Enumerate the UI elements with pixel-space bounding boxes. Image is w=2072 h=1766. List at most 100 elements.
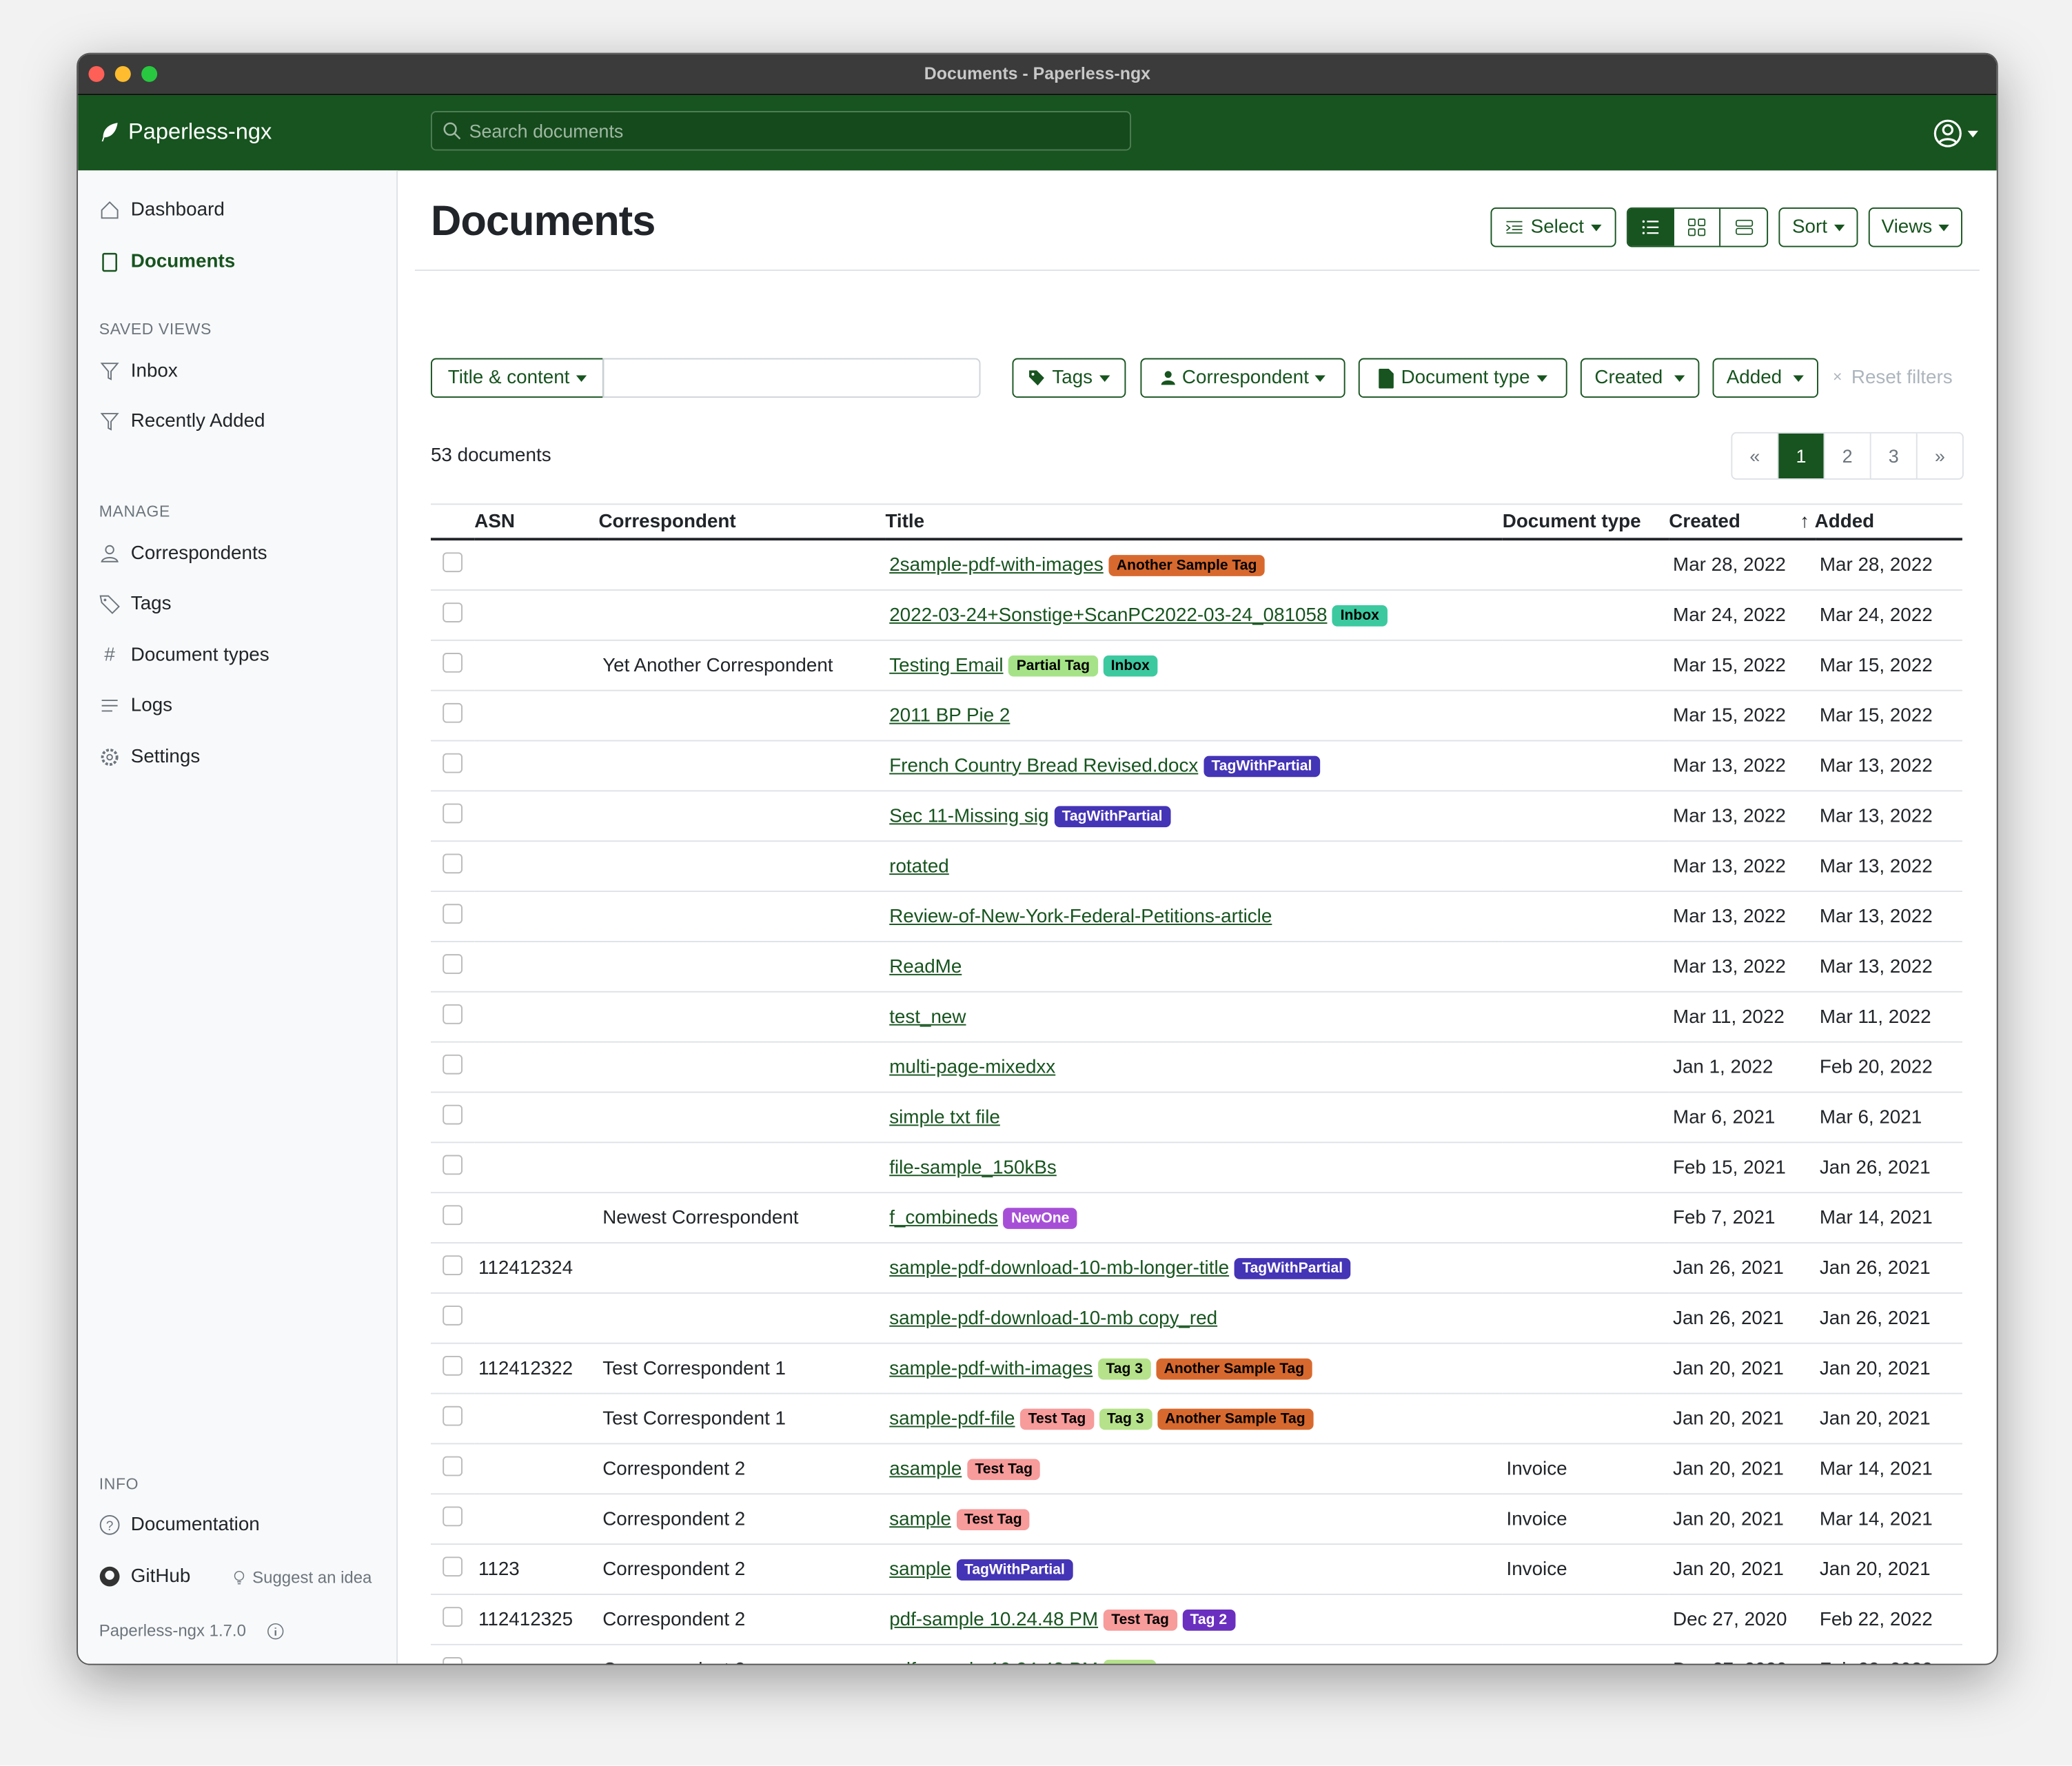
suggest-idea-link[interactable]: Suggest an idea bbox=[231, 1569, 372, 1587]
user-menu-button[interactable] bbox=[1933, 119, 1978, 148]
row-checkbox[interactable] bbox=[443, 653, 463, 673]
tag-badge[interactable]: TagWithPartial bbox=[1203, 755, 1320, 777]
sidebar-item-dashboard[interactable]: Dashboard bbox=[99, 199, 225, 221]
search-input[interactable]: Search documents bbox=[430, 111, 1132, 151]
table-row[interactable]: Yet Another Correspondent Testing Email Pa… bbox=[430, 640, 1962, 691]
table-row[interactable]: 112412325 Correspondent 2 pdf-sample 10.24… bbox=[430, 1594, 1962, 1645]
pagination-next[interactable]: » bbox=[1916, 433, 1962, 478]
table-row[interactable]: 112412322 Test Correspondent 1 sample-pdf-… bbox=[430, 1343, 1962, 1394]
row-checkbox[interactable] bbox=[443, 1506, 463, 1527]
header-document-type[interactable]: Document type bbox=[1502, 503, 1669, 541]
document-title-link[interactable]: f_combineds bbox=[889, 1207, 998, 1228]
table-row[interactable]: sample-pdf-download-10-mb copy_red Jan 26… bbox=[430, 1292, 1962, 1344]
header-correspondent[interactable]: Correspondent bbox=[598, 503, 886, 541]
document-title-link[interactable]: Review-of-New-York-Federal-Petitions-art… bbox=[889, 906, 1272, 927]
sidebar-item-documentation[interactable]: ? Documentation bbox=[99, 1514, 260, 1536]
row-checkbox[interactable] bbox=[443, 1456, 463, 1476]
correspondent-filter-dropdown[interactable]: Correspondent bbox=[1140, 358, 1345, 398]
tag-badge[interactable]: Inbox bbox=[1332, 605, 1388, 626]
tag-badge[interactable]: Another Sample Tag bbox=[1157, 1408, 1314, 1430]
tag-badge[interactable]: Test Tag bbox=[956, 1508, 1030, 1530]
row-checkbox[interactable] bbox=[443, 552, 463, 573]
document-title-link[interactable]: Testing Email bbox=[889, 654, 1004, 676]
document-title-link[interactable]: simple txt file bbox=[889, 1106, 1000, 1128]
table-row[interactable]: file-sample_150kBs Feb 15, 2021 Jan 26, 20… bbox=[430, 1142, 1962, 1194]
table-row[interactable]: simple txt file Mar 6, 2021 Mar 6, 2021 bbox=[430, 1092, 1962, 1144]
sidebar-item-documents[interactable]: Documents bbox=[99, 251, 235, 272]
info-circle-icon[interactable] bbox=[267, 1622, 285, 1639]
row-checkbox[interactable] bbox=[443, 1205, 463, 1226]
table-row[interactable]: rotated Mar 13, 2022 Mar 13, 2022 bbox=[430, 841, 1962, 893]
pagination-prev[interactable]: « bbox=[1749, 445, 1760, 467]
document-title-link[interactable]: sample-pdf-download-10-mb-longer-title bbox=[889, 1257, 1230, 1279]
tag-badge[interactable]: Partial Tag bbox=[1008, 654, 1098, 676]
tag-badge[interactable]: TagWithPartial bbox=[956, 1559, 1073, 1580]
document-title-link[interactable]: ReadMe bbox=[889, 956, 962, 977]
minimize-window-button[interactable] bbox=[114, 65, 131, 82]
table-row[interactable]: 1123 Correspondent 2 sample TagWithPartial I… bbox=[430, 1544, 1962, 1595]
close-window-button[interactable] bbox=[88, 65, 105, 82]
tag-badge[interactable]: TagWithPartial bbox=[1054, 805, 1170, 827]
document-title-link[interactable]: 2011 BP Pie 2 bbox=[889, 704, 1010, 727]
row-checkbox[interactable] bbox=[443, 1054, 463, 1075]
row-checkbox[interactable] bbox=[443, 1657, 463, 1664]
tags-filter-dropdown[interactable]: Tags bbox=[1012, 358, 1126, 398]
document-title-link[interactable]: sample bbox=[889, 1559, 951, 1580]
row-checkbox[interactable] bbox=[443, 1155, 463, 1175]
text-filter-input[interactable] bbox=[602, 358, 981, 398]
sidebar-item-logs[interactable]: Logs bbox=[99, 695, 172, 716]
row-checkbox[interactable] bbox=[443, 1255, 463, 1276]
document-type-filter-dropdown[interactable]: Document type bbox=[1358, 358, 1567, 398]
table-row[interactable]: Review-of-New-York-Federal-Petitions-art… bbox=[430, 891, 1962, 942]
tag-badge[interactable]: Inbox bbox=[1103, 654, 1158, 676]
table-row[interactable]: multi-page-mixedxx Jan 1, 2022 Feb 20, 202… bbox=[430, 1042, 1962, 1093]
table-row[interactable]: Test Correspondent 1 sample-pdf-file Test … bbox=[430, 1393, 1962, 1445]
document-title-link[interactable]: asample bbox=[889, 1458, 962, 1480]
table-row[interactable]: ReadMe Mar 13, 2022 Mar 13, 2022 bbox=[430, 941, 1962, 993]
document-title-link[interactable]: 2022-03-24+Sonstige+ScanPC2022-03-24_081… bbox=[889, 605, 1328, 626]
brand-link[interactable]: Paperless-ngx bbox=[99, 119, 272, 145]
header-added[interactable]: ↑ Added bbox=[1800, 503, 1962, 541]
document-title-link[interactable]: sample bbox=[889, 1508, 951, 1530]
row-checkbox[interactable] bbox=[443, 853, 463, 874]
large-cards-view-button[interactable] bbox=[1721, 209, 1767, 246]
tag-badge[interactable]: Test Tag bbox=[966, 1458, 1041, 1480]
row-checkbox[interactable] bbox=[443, 1306, 463, 1326]
table-row[interactable]: Newest Correspondent f_combineds NewOne Feb… bbox=[430, 1192, 1962, 1244]
text-filter-type-dropdown[interactable]: Title & content bbox=[430, 358, 605, 398]
sidebar-item-tags[interactable]: Tags bbox=[99, 593, 172, 614]
document-title-link[interactable]: sample-pdf-with-images bbox=[889, 1357, 1093, 1379]
sidebar-item-correspondents[interactable]: Correspondents bbox=[99, 543, 267, 565]
document-title-link[interactable]: rotated bbox=[889, 855, 949, 877]
sort-dropdown-button[interactable]: Sort bbox=[1778, 207, 1858, 247]
row-checkbox[interactable] bbox=[443, 803, 463, 824]
tag-badge[interactable]: TagWithPartial bbox=[1234, 1257, 1351, 1279]
document-title-link[interactable]: multi-page-mixedxx bbox=[889, 1056, 1056, 1078]
tag-badge[interactable]: Test Tag bbox=[1020, 1408, 1094, 1430]
table-row[interactable]: Correspondent 2 sample Test Tag Invoice Jan … bbox=[430, 1494, 1962, 1545]
document-title-link[interactable]: French Country Bread Revised.docx bbox=[889, 755, 1199, 777]
tag-badge[interactable]: Another Sample Tag bbox=[1156, 1357, 1312, 1379]
table-row[interactable]: 112412324 sample-pdf-download-10-mb-longe… bbox=[430, 1243, 1962, 1294]
sidebar-item-settings[interactable]: Settings bbox=[99, 747, 200, 768]
row-checkbox[interactable] bbox=[443, 1405, 463, 1426]
header-asn[interactable]: ASN bbox=[474, 503, 599, 541]
sidebar-item-github[interactable]: GitHub bbox=[99, 1566, 190, 1587]
table-row[interactable]: 2022-03-24+Sonstige+ScanPC2022-03-24_081… bbox=[430, 589, 1962, 641]
tag-badge[interactable]: Another Sample Tag bbox=[1108, 554, 1265, 576]
tag-badge[interactable]: Tag 3 bbox=[1103, 1658, 1157, 1664]
table-row[interactable]: Correspondent 2 asample Test Tag Invoice Jan… bbox=[430, 1443, 1962, 1495]
maximize-window-button[interactable] bbox=[141, 65, 158, 82]
table-row[interactable]: 2sample-pdf-with-images Another Sample Ta… bbox=[430, 539, 1962, 591]
row-checkbox[interactable] bbox=[443, 1104, 463, 1125]
document-title-link[interactable]: test_new bbox=[889, 1006, 966, 1028]
tag-badge[interactable]: Test Tag bbox=[1103, 1609, 1177, 1630]
reset-filters-button[interactable]: × Reset filters bbox=[1833, 367, 1953, 389]
row-checkbox[interactable] bbox=[443, 1004, 463, 1024]
table-view-button[interactable] bbox=[1627, 208, 1674, 246]
table-row[interactable]: Sec 11-Missing sig TagWithPartial Mar 13, … bbox=[430, 791, 1962, 842]
row-checkbox[interactable] bbox=[443, 954, 463, 974]
row-checkbox[interactable] bbox=[443, 1607, 463, 1627]
select-dropdown-button[interactable]: Select bbox=[1490, 207, 1616, 247]
